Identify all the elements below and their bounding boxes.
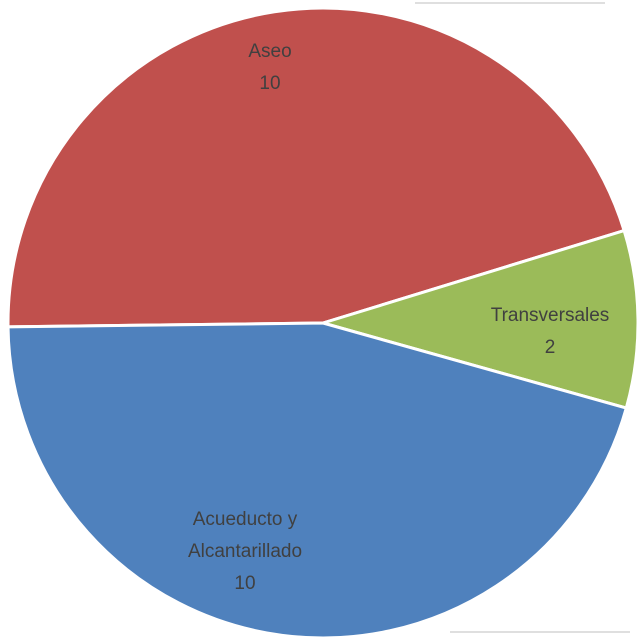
pie-slice (6, 321, 629, 638)
value-label: 10 (234, 573, 256, 594)
data-label: Aseo 10 (175, 36, 365, 100)
value-label: 2 (544, 337, 556, 358)
data-label: Transversales 2 (455, 300, 637, 364)
data-label: Acueducto y Alcantarillado 10 (170, 504, 320, 600)
category-label: Transversales (490, 305, 610, 326)
pie-slice (317, 228, 637, 410)
pie-slice (6, 6, 627, 329)
category-label: Aseo (248, 41, 292, 62)
value-label: 10 (259, 73, 281, 94)
category-label: Acueducto y Alcantarillado (187, 509, 303, 562)
